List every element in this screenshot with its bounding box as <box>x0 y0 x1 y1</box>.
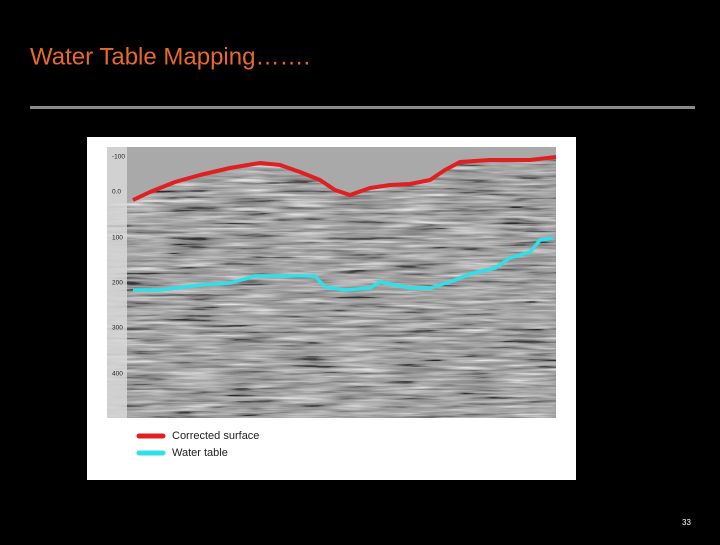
depth-labels: -100 0.0 100 200 300 400 <box>112 154 125 378</box>
slide-title: Water Table Mapping……. <box>30 43 310 70</box>
legend-label: Water table <box>172 447 228 459</box>
depth-label: 300 <box>112 325 123 332</box>
title-rule <box>30 106 695 109</box>
depth-scale-bg <box>107 147 127 418</box>
legend-label: Corrected surface <box>172 430 259 442</box>
depth-label: 100 <box>112 235 123 242</box>
depth-label: 0.0 <box>112 189 121 196</box>
depth-label: -100 <box>112 154 125 161</box>
water-table-line <box>133 236 554 292</box>
depth-label: 200 <box>112 280 123 287</box>
corrected-surface-line <box>132 155 557 202</box>
page-number: 33 <box>682 518 691 527</box>
depth-label: 400 <box>112 371 123 378</box>
